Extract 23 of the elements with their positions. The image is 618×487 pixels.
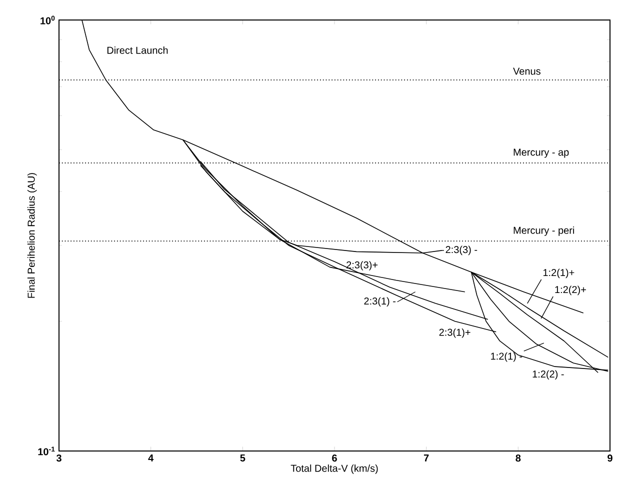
annotation: 1:2(1)+ [543,268,574,278]
y-axis-title: Final Perihelion Radius (AU) [27,173,37,298]
x-tick-label: 8 [516,454,521,462]
annotation: 1:2(2)+ [555,286,586,296]
ref-line-label: Mercury - ap [514,148,569,158]
annotation: 2:3(1) - [364,297,396,307]
x-tick-label: 6 [332,454,337,462]
x-tick-label: 7 [424,454,429,462]
x-axis-title: Total Delta-V (km/s) [290,464,378,474]
annotation: 1:2(2) - [532,370,564,380]
y-tick-label: 10$^{0}$ [40,16,55,24]
annotation: 1:2(1) - [491,352,522,362]
x-tick-label: 5 [240,454,246,462]
annotation: 2:3(1)+ [439,328,470,338]
ref-line-label: Mercury - peri [514,226,574,236]
y-tick-label: 10$^{-1}$ [38,446,55,456]
x-tick-label: 4 [148,454,154,462]
x-tick-label: 3 [56,454,62,462]
x-tick-label: 9 [608,454,612,462]
annotation: Direct Launch [107,46,168,54]
ref-line-label: Venus [513,68,540,75]
annotation: 2:3(3)+ [346,261,378,270]
annotation: 2:3(3) - [446,246,478,256]
